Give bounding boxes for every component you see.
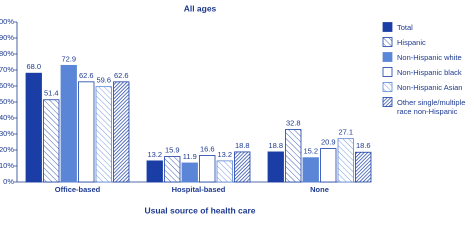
- legend-label: Non-Hispanic black: [397, 67, 462, 77]
- data-label: 27.1: [338, 128, 353, 137]
- chart: All ages Usual source of health care 0% 1…: [0, 3, 393, 215]
- bar: [146, 160, 163, 183]
- y-tick-label: 70%: [0, 65, 14, 74]
- data-label: 18.6: [356, 141, 371, 150]
- bar: [43, 99, 60, 183]
- data-label: 51.4: [44, 89, 59, 98]
- data-label: 15.2: [303, 147, 318, 156]
- bar: [285, 129, 302, 183]
- data-label: 15.9: [165, 146, 180, 155]
- x-tick-label: Hospital-based: [172, 185, 226, 194]
- y-tick-label: 90%: [0, 33, 14, 42]
- legend-label: Other single/multiple race non-Hispanic: [397, 97, 466, 116]
- bar: [302, 157, 319, 183]
- data-label: 20.9: [321, 138, 336, 147]
- y-tick-label: 60%: [0, 81, 14, 90]
- y-tick-label: 80%: [0, 49, 14, 58]
- legend-swatch: [382, 22, 393, 32]
- data-label: 62.6: [79, 71, 94, 80]
- legend-swatch: [382, 82, 393, 92]
- data-label: 72.9: [61, 54, 76, 63]
- legend-swatch: [382, 67, 393, 77]
- y-tick-label: 40%: [0, 113, 14, 122]
- bar: [216, 160, 233, 183]
- bar: [113, 81, 130, 183]
- data-label: 13.2: [217, 150, 232, 159]
- y-tick-label: 10%: [0, 161, 14, 170]
- y-tick-label: 0%: [3, 177, 14, 186]
- bar: [95, 86, 112, 183]
- data-label: 16.6: [200, 144, 215, 153]
- bar: [337, 138, 354, 183]
- x-tick-label: None: [310, 185, 329, 194]
- y-tick-label: 50%: [0, 97, 14, 106]
- bar: [234, 151, 251, 183]
- chart-title: All ages: [184, 3, 217, 13]
- data-label: 11.9: [183, 152, 197, 161]
- chart-container: All ages Usual source of health care 0% 1…: [0, 3, 466, 215]
- data-label: 62.6: [114, 71, 129, 80]
- y-tick-label: 100%: [0, 17, 14, 26]
- bar: [25, 72, 42, 183]
- bar: [60, 64, 77, 183]
- legend-label: Hispanic: [397, 37, 426, 47]
- bar: [267, 151, 284, 183]
- data-label: 32.8: [286, 119, 301, 128]
- legend-label: Non-Hispanic Asian: [397, 82, 463, 92]
- data-label: 18.8: [235, 141, 250, 150]
- bar: [320, 148, 337, 183]
- bar: [355, 151, 372, 183]
- bar: [181, 162, 198, 183]
- y-tick-label: 20%: [0, 145, 14, 154]
- legend-swatch: [382, 52, 393, 62]
- bar: [78, 81, 95, 183]
- y-tick-label: 30%: [0, 129, 14, 138]
- data-label: 18.8: [268, 141, 283, 150]
- data-label: 68.0: [26, 62, 41, 71]
- x-axis-label: Usual source of health care: [144, 205, 255, 215]
- legend-swatch: [382, 37, 393, 47]
- data-label: 13.2: [147, 150, 162, 159]
- legend-label: Total: [397, 22, 413, 32]
- legend-swatch: [382, 97, 393, 107]
- legend-label: Non-Hispanic white: [397, 52, 462, 62]
- bar: [199, 155, 216, 183]
- bar: [164, 156, 181, 183]
- x-tick-label: Office-based: [55, 185, 101, 194]
- data-label: 59.6: [96, 76, 111, 85]
